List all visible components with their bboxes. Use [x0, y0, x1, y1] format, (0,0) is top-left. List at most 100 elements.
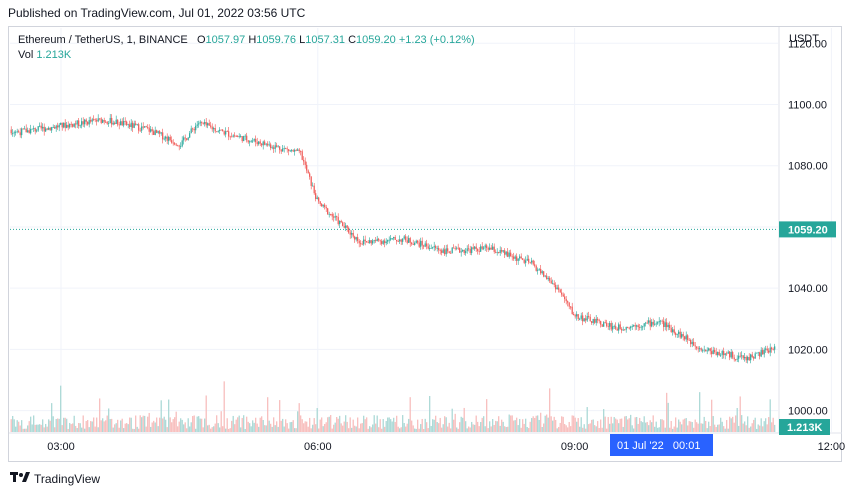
candle-body — [181, 140, 183, 147]
volume-bar — [631, 425, 633, 432]
candle-body — [48, 127, 50, 130]
volume-bar — [34, 424, 36, 432]
volume-bar — [75, 425, 77, 432]
candle-body — [469, 249, 471, 253]
candle-body — [493, 246, 495, 252]
candle-body — [601, 324, 603, 327]
candle-body — [652, 321, 654, 325]
volume-bar — [549, 388, 551, 432]
brand-name: TradingView — [34, 471, 101, 486]
volume-bar — [138, 428, 140, 432]
volume-bar — [553, 416, 555, 432]
candle-body — [553, 283, 555, 285]
volume-bar — [387, 417, 389, 432]
volume-bar — [423, 428, 425, 432]
candle-body — [268, 144, 270, 146]
candle-body — [349, 232, 351, 235]
candle-body — [715, 352, 717, 356]
candle-body — [174, 143, 176, 145]
candle-body — [403, 236, 405, 239]
candle-body — [370, 240, 372, 244]
candle-body — [627, 326, 629, 328]
candle-body — [525, 260, 527, 263]
volume-bar — [223, 381, 225, 432]
volume-bar — [480, 422, 482, 432]
volume-bar — [154, 422, 156, 432]
volume-bar — [696, 422, 698, 432]
candle-body — [19, 132, 21, 136]
volume-bar — [319, 419, 321, 432]
candle-body — [766, 348, 768, 351]
candle-body — [678, 331, 680, 335]
volume-bar — [99, 398, 101, 432]
candle-body — [562, 294, 564, 297]
volume-bar — [255, 417, 257, 432]
candle-body — [369, 240, 371, 243]
volume-bar — [42, 419, 44, 432]
candle-body — [484, 245, 486, 248]
candle-body — [339, 220, 341, 225]
candle-body — [97, 118, 99, 122]
candle-body — [447, 248, 449, 252]
candle-body — [753, 357, 755, 359]
candle-body — [204, 122, 206, 124]
volume-bar — [697, 423, 699, 432]
change-value: +1.23 (+0.12%) — [398, 34, 475, 46]
candle-body — [183, 137, 185, 141]
volume-bar — [670, 420, 672, 432]
volume-bar — [342, 425, 344, 432]
candle-body — [228, 131, 230, 137]
candle-body — [420, 240, 422, 247]
candle-body — [219, 129, 221, 132]
candle-body — [96, 120, 98, 122]
volume-bar — [271, 426, 273, 432]
volume-bar — [40, 424, 42, 432]
candle-body — [205, 122, 207, 126]
volume-bar — [471, 421, 473, 432]
candle-body — [57, 125, 59, 128]
volume-bar — [108, 408, 110, 432]
volume-bar — [690, 421, 692, 432]
candle-body — [621, 328, 623, 331]
volume-bar — [753, 419, 755, 432]
candle-body — [109, 117, 111, 124]
volume-bar — [525, 418, 527, 432]
candle-body — [408, 238, 410, 243]
candle-body — [277, 146, 279, 148]
volume-bar — [660, 419, 662, 432]
candle-body — [136, 124, 138, 126]
candle-body — [573, 314, 575, 316]
candle-body — [112, 122, 114, 125]
candle-body — [514, 256, 516, 259]
candle-body — [756, 352, 758, 354]
candle-body — [607, 326, 609, 327]
tradingview-brand[interactable]: TradingView — [10, 471, 100, 486]
candle-body — [133, 123, 135, 128]
candle-body — [499, 249, 501, 253]
volume-bar — [555, 419, 557, 432]
candle-body — [87, 121, 89, 125]
candle-body — [606, 322, 608, 327]
candle-body — [220, 129, 222, 131]
volume-bar — [523, 423, 525, 432]
candle-body — [120, 121, 122, 126]
volume-bar — [499, 425, 501, 432]
volume-bar — [439, 417, 441, 432]
volume-bar — [64, 417, 66, 432]
symbol-name[interactable]: Ethereum / TetherUS, 1, BINANCE — [18, 34, 188, 46]
volume-bar — [28, 421, 30, 432]
candle-body — [574, 315, 576, 317]
volume-bar — [76, 428, 78, 432]
candle-body — [199, 121, 201, 124]
candle-body — [358, 240, 360, 244]
candle-body — [138, 124, 140, 131]
candle-body — [550, 280, 552, 284]
volume-bar — [760, 418, 762, 432]
volume-bar — [174, 417, 176, 432]
candle-body — [21, 128, 23, 136]
crosshair-time-tag: 01 Jul '22 00:01 — [610, 434, 713, 456]
volume-bar — [639, 417, 641, 432]
volume-bar — [649, 420, 651, 432]
volume-bar — [78, 422, 80, 432]
